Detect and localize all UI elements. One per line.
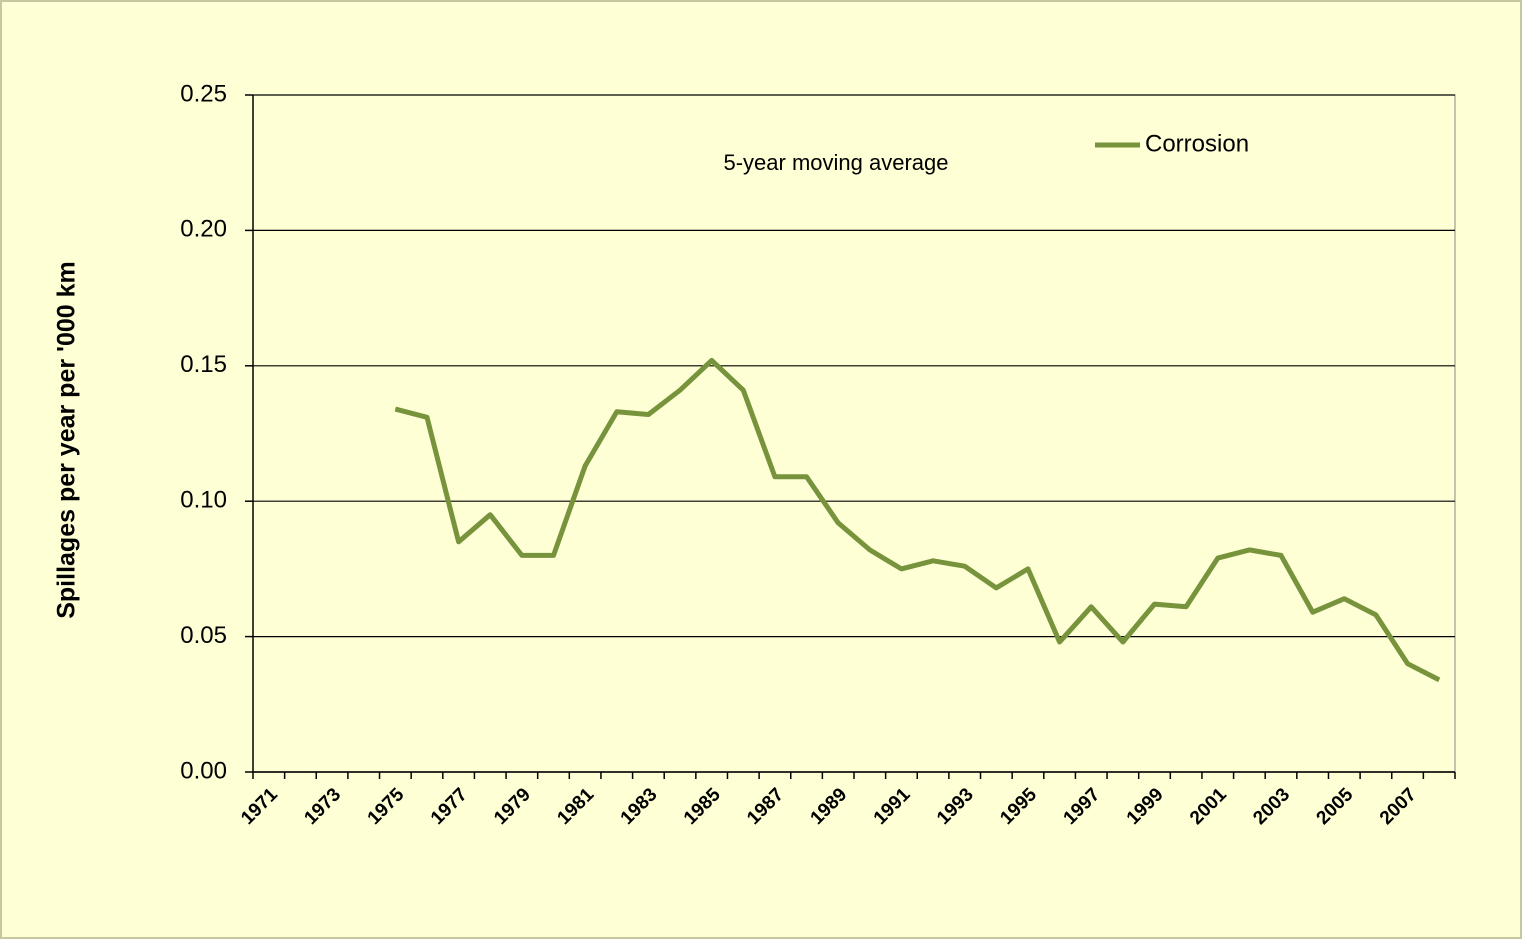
y-axis-label: Spillages per year per '000 km [53,261,81,619]
y-tick-label: 0.10 [180,487,227,514]
y-tick-label: 0.05 [180,622,227,649]
annotation: 5-year moving average [723,150,948,175]
y-tick-label: 0.25 [180,80,227,107]
y-tick-label: 0.15 [180,351,227,378]
legend-label: Corrosion [1145,130,1249,157]
y-tick-label: 0.00 [180,757,227,784]
y-tick-label: 0.20 [180,216,227,243]
series-line [394,357,1441,683]
